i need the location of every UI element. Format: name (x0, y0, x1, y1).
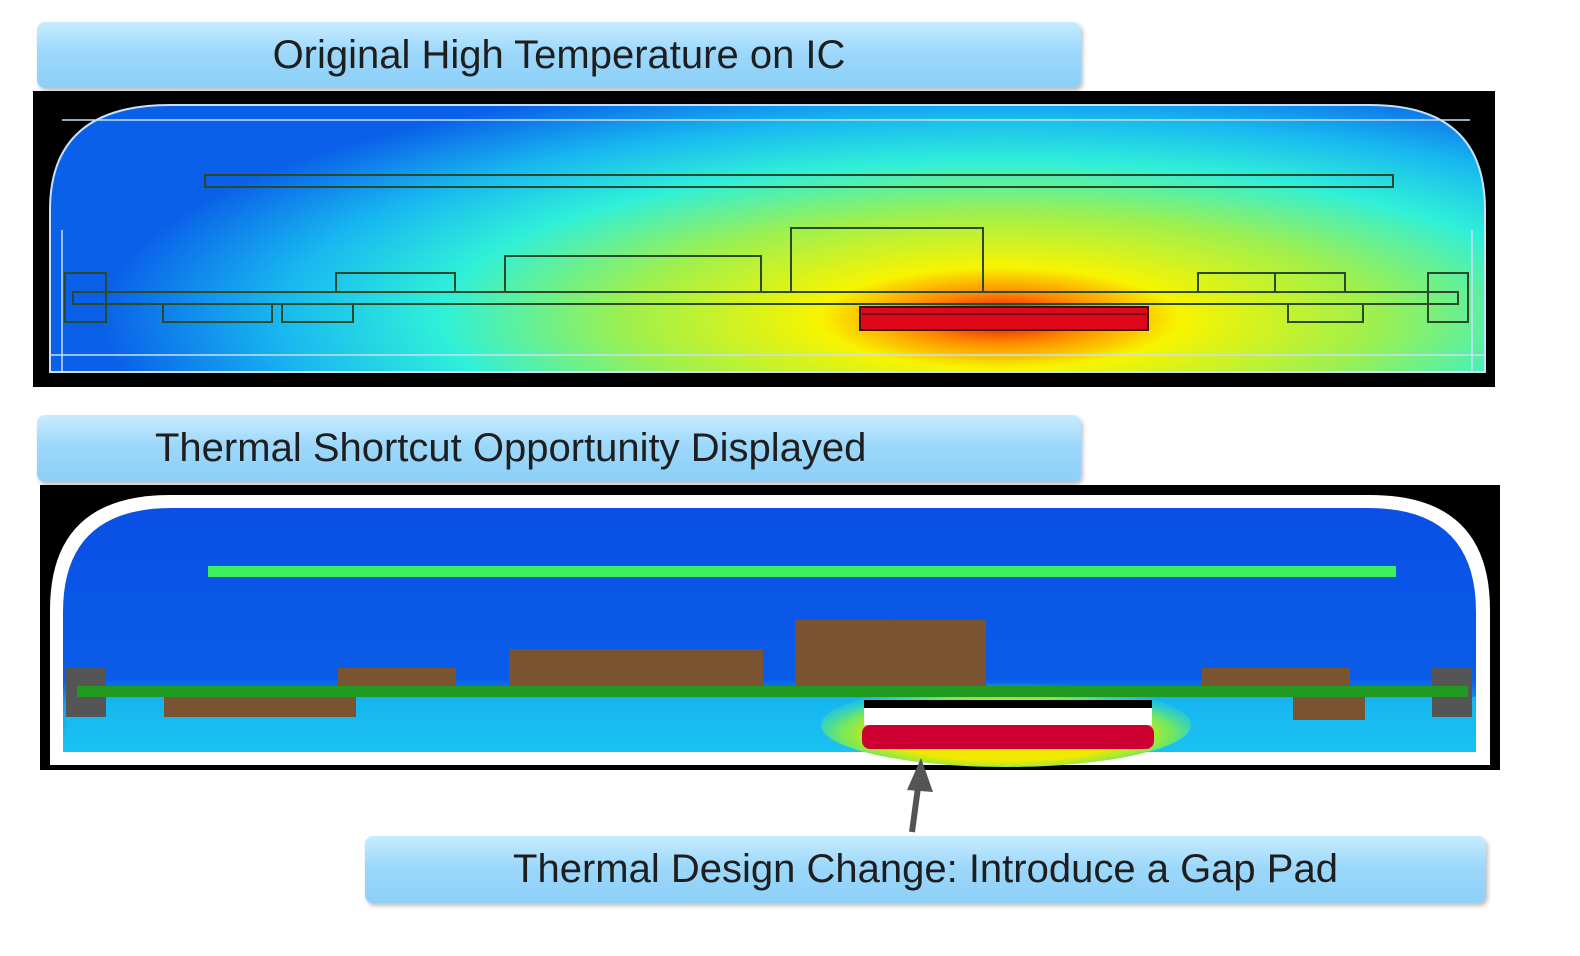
shield-outline (204, 174, 1394, 188)
gap-pad (864, 708, 1152, 725)
ic-heat (862, 725, 1154, 749)
pcb-outline (72, 291, 1459, 305)
hot-ic (859, 306, 1149, 331)
shield (208, 566, 1396, 577)
original-thermal-simulation (33, 91, 1495, 387)
pcb (77, 686, 1468, 697)
label-thermal-shortcut: Thermal Shortcut Opportunity Displayed (37, 415, 1081, 482)
label-original-temperature: Original High Temperature on IC (37, 22, 1081, 88)
arrow-icon (907, 758, 933, 833)
label-design-change: Thermal Design Change: Introduce a Gap P… (365, 836, 1486, 903)
modified-thermal-simulation (40, 485, 1500, 770)
gap-pad-top (864, 700, 1152, 708)
